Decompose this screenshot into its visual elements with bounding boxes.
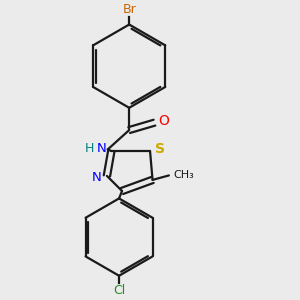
Text: CH₃: CH₃ (173, 170, 194, 180)
Text: O: O (158, 114, 169, 128)
Text: Br: Br (122, 3, 136, 16)
Text: S: S (155, 142, 165, 156)
Text: N: N (97, 142, 106, 155)
Text: H: H (85, 142, 94, 155)
Text: N: N (92, 171, 102, 184)
Text: Cl: Cl (113, 284, 125, 297)
